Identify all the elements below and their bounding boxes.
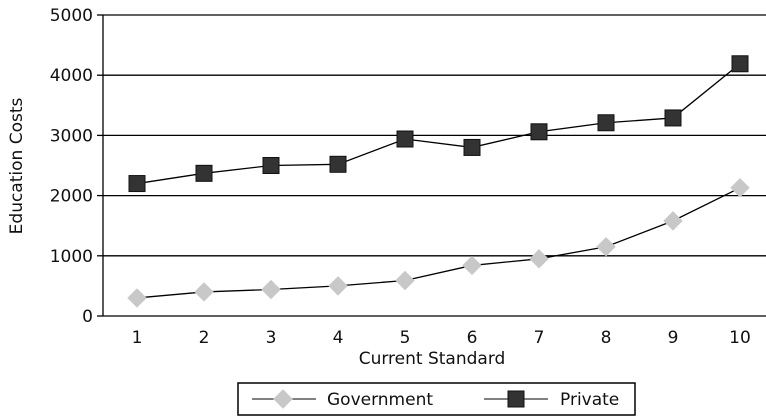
data-point-private [463,138,481,156]
legend-marker-private [507,390,525,408]
x-tick-label: 10 [729,328,751,348]
legend: Government Private [237,382,636,416]
data-point-government [529,249,549,269]
data-point-private [128,175,146,193]
gridlines [103,14,766,257]
data-point-government [127,288,147,308]
x-tick-label: 6 [467,328,478,348]
y-tick-label: 5000 [50,6,93,26]
data-point-private [262,157,280,174]
x-tick-label: 2 [199,328,210,348]
data-point-private [195,164,213,182]
y-tick-label: 0 [82,307,93,327]
data-point-private [731,55,749,73]
data-point-government [663,211,683,231]
data-point-government [395,270,415,291]
legend-label-private: Private [560,390,619,410]
x-tick-label: 5 [400,328,411,348]
legend-marker-government [273,389,293,409]
y-tick-label: 1000 [50,247,93,267]
data-point-government [730,178,750,198]
data-point-private [396,130,414,148]
y-tick-label: 4000 [50,66,93,86]
data-point-private [664,109,682,127]
series-line-private [136,63,741,185]
data-point-government [596,237,616,257]
x-tick-label: 4 [333,328,344,348]
x-axis-title: Current Standard [359,349,506,369]
y-tick-label: 2000 [50,187,93,207]
x-tick-label: 9 [668,328,679,348]
series-layer [127,55,750,308]
data-point-private [329,155,347,173]
y-tick-label: 3000 [50,126,93,146]
x-tick-label: 1 [132,328,143,348]
data-point-government [194,282,214,302]
x-tick-label: 7 [534,328,545,348]
legend-label-government: Government [327,390,433,410]
axes [97,14,766,317]
data-point-private [597,114,615,132]
x-tick-label: 3 [266,328,277,348]
y-axis-title: Education Costs [7,98,27,235]
data-point-private [530,123,548,141]
data-point-government [328,276,348,296]
data-point-government [261,279,281,300]
tick-labels: 0 1000 2000 3000 4000 5000 1 2 3 4 5 6 7 8 9 10 [50,6,751,348]
x-tick-label: 8 [601,328,612,348]
data-point-government [462,255,482,276]
series-line-government [136,187,741,299]
